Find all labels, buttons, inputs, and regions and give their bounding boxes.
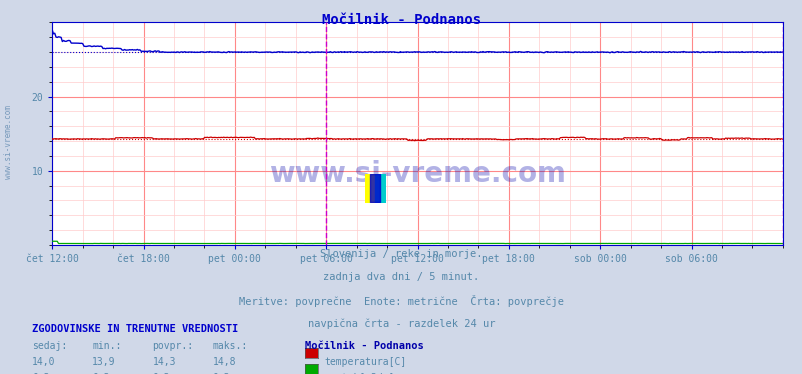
Text: www.si-vreme.com: www.si-vreme.com: [3, 105, 13, 179]
Text: temperatura[C]: temperatura[C]: [324, 357, 406, 367]
Text: 13,9: 13,9: [92, 357, 115, 367]
Text: maks.:: maks.:: [213, 341, 248, 352]
Text: www.si-vreme.com: www.si-vreme.com: [269, 160, 565, 188]
Text: Močilnik - Podnanos: Močilnik - Podnanos: [322, 13, 480, 27]
Text: 0,3: 0,3: [213, 373, 230, 374]
Text: zadnja dva dni / 5 minut.: zadnja dva dni / 5 minut.: [323, 272, 479, 282]
Text: navpična črta - razdelek 24 ur: navpična črta - razdelek 24 ur: [307, 318, 495, 329]
Text: Močilnik - Podnanos: Močilnik - Podnanos: [305, 341, 423, 352]
Text: 0,2: 0,2: [32, 373, 50, 374]
Text: Slovenija / reke in morje.: Slovenija / reke in morje.: [320, 249, 482, 259]
Text: ZGODOVINSKE IN TRENUTNE VREDNOSTI: ZGODOVINSKE IN TRENUTNE VREDNOSTI: [32, 324, 238, 334]
Text: pretok[m3/s]: pretok[m3/s]: [324, 373, 395, 374]
Text: sedaj:: sedaj:: [32, 341, 67, 352]
Text: povpr.:: povpr.:: [152, 341, 193, 352]
Text: min.:: min.:: [92, 341, 122, 352]
Text: 0,2: 0,2: [92, 373, 110, 374]
Text: 14,3: 14,3: [152, 357, 176, 367]
Text: 14,8: 14,8: [213, 357, 236, 367]
Text: 0,2: 0,2: [152, 373, 170, 374]
Text: Meritve: povprečne  Enote: metrične  Črta: povprečje: Meritve: povprečne Enote: metrične Črta:…: [239, 295, 563, 307]
Text: 14,0: 14,0: [32, 357, 55, 367]
